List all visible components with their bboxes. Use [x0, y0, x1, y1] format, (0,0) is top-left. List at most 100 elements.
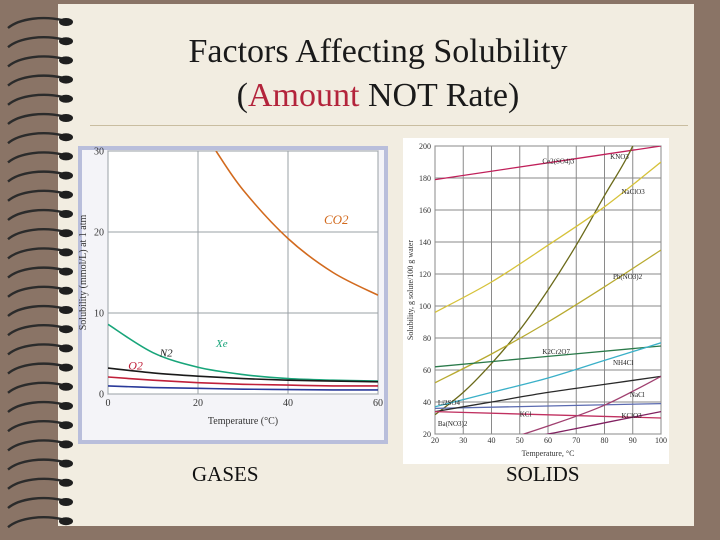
series-label: Ce2(SO4)3 [542, 158, 574, 166]
series-line-o2 [108, 376, 378, 387]
series-label: Xe [215, 338, 228, 350]
series-label: KNO3 [610, 153, 629, 161]
spiral-coil [7, 439, 63, 452]
spiral-hole [59, 229, 73, 238]
series-line-bano32 [544, 410, 661, 434]
spiral-hole [59, 267, 73, 276]
spiral-coil [7, 304, 63, 317]
spiral-hole [59, 210, 73, 218]
spiral-hole [59, 517, 73, 526]
spiral-coil [7, 74, 63, 87]
page-title: Factors Affecting Solubility (Amount NOT… [60, 30, 696, 118]
spiral-hole [59, 478, 73, 487]
series-line-li2so4 [435, 410, 661, 419]
spiral-coil [7, 208, 63, 221]
spiral-hole [59, 248, 73, 257]
series-line-nh4cl [435, 342, 661, 408]
series-line-ce2so43 [435, 146, 661, 181]
series-label: Li2SO4 [438, 399, 461, 407]
spiral-hole [59, 75, 73, 84]
series-label: Ba(NO3)2 [438, 420, 468, 428]
spiral-hole [59, 18, 73, 26]
spiral-hole [59, 152, 73, 161]
series-label: CO2 [324, 212, 349, 227]
spiral-coil [7, 132, 63, 145]
spiral-coil [7, 420, 63, 433]
spiral-hole [59, 306, 73, 314]
spiral-hole [59, 402, 73, 410]
y-axis-label: Solubility, g solute/100 g water [406, 240, 415, 340]
spiral-coil [7, 247, 63, 260]
series-label: NH4Cl [613, 359, 633, 367]
series-label: K2Cr2O7 [542, 348, 570, 356]
series-line-n2 [108, 367, 378, 383]
series-label: KClO3 [621, 412, 642, 420]
series-group [108, 151, 378, 391]
series-line-unlabeled [108, 385, 378, 391]
spiral-coil [7, 170, 63, 183]
x-tick-label: 20 [431, 436, 439, 445]
title-line-1: Factors Affecting Solubility [188, 33, 568, 70]
spiral-hole [59, 325, 73, 334]
title-divider [90, 125, 688, 126]
spiral-coil [7, 458, 63, 471]
x-tick-label: 60 [544, 436, 552, 445]
x-tick-label: 100 [655, 436, 667, 445]
x-tick-label: 30 [459, 436, 467, 445]
plot-area [107, 150, 379, 395]
y-tick-label: 20 [94, 228, 104, 239]
spiral-coil [7, 324, 63, 337]
y-tick-label: 120 [419, 270, 431, 279]
spiral-coil [7, 228, 63, 241]
series-line-k2cr2o7 [435, 345, 661, 368]
y-tick-label: 30 [94, 147, 104, 158]
spiral-coil [7, 189, 63, 202]
spiral-coil [7, 496, 63, 509]
y-tick-label: 80 [423, 334, 431, 343]
series-line-co2 [215, 151, 378, 296]
spiral-binding-icon [7, 16, 73, 529]
series-line-naclo3 [435, 161, 661, 313]
spiral-hole [59, 286, 73, 295]
series-label: O2 [128, 359, 143, 373]
spiral-hole [59, 459, 73, 468]
spiral-coil [7, 477, 63, 490]
series-label: N2 [159, 348, 173, 360]
spiral-coil [7, 266, 63, 279]
y-tick-label: 160 [419, 206, 431, 215]
x-tick-label: 70 [572, 436, 580, 445]
series-line-pbno32 [435, 249, 661, 384]
spiral-coil [7, 343, 63, 356]
title-line-2: (Amount NOT Rate) [60, 74, 696, 118]
x-tick-label: 80 [601, 436, 609, 445]
spiral-hole [59, 344, 73, 353]
x-tick-label: 40 [283, 398, 293, 409]
solid-solubility-chart: 20 30 40 50 60 70 80 90 100 20 40 60 80 100 120 140 160 1… [403, 138, 669, 464]
spiral-coil [7, 285, 63, 298]
spiral-hole [59, 114, 73, 122]
spiral-hole [59, 94, 73, 103]
series-label: NaCl [630, 391, 645, 399]
y-tick-label: 40 [423, 398, 431, 407]
spiral-hole [59, 190, 73, 199]
gas-solubility-chart: 0 20 40 60 0 10 20 30 Temperature (°C) Solubility… [78, 146, 388, 444]
spiral-coil [7, 36, 63, 49]
spiral-hole [59, 498, 73, 506]
title-accent-word: Amount [247, 77, 360, 114]
y-tick-label: 140 [419, 238, 431, 247]
series-label: Pb(NO3)2 [613, 273, 643, 281]
spiral-hole [59, 421, 73, 430]
spiral-hole [59, 171, 73, 180]
spiral-hole [59, 133, 73, 142]
series-label: NaClO3 [621, 188, 645, 196]
x-tick-label: 20 [193, 398, 203, 409]
y-tick-label: 100 [419, 302, 431, 311]
x-tick-label: 60 [373, 398, 383, 409]
series-line-kcl [435, 375, 661, 413]
title-paren-open: ( [236, 77, 248, 114]
series-line-kno3 [435, 146, 634, 416]
spiral-hole [59, 363, 73, 372]
y-tick-label: 180 [419, 174, 431, 183]
series-label: KCl [520, 410, 532, 418]
